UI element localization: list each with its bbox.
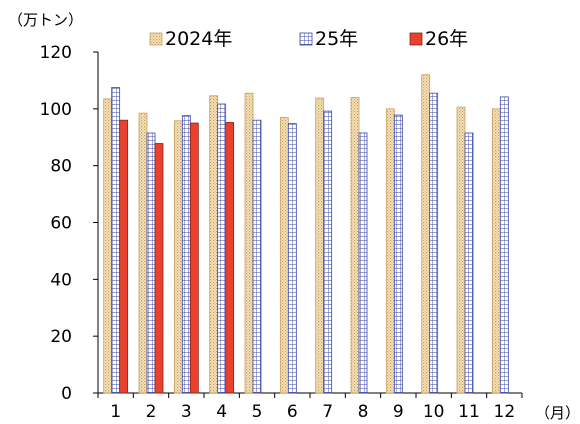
legend-swatch	[299, 32, 313, 46]
bar	[315, 97, 325, 394]
x-unit-label: （月）	[535, 404, 580, 422]
x-tick-label: 2	[146, 402, 157, 422]
legend-label: 26年	[425, 28, 468, 50]
bar	[421, 74, 431, 394]
x-tick-label: 10	[423, 402, 445, 422]
bar	[456, 106, 466, 394]
bar	[287, 123, 297, 394]
legend-label: 25年	[315, 28, 358, 50]
bar	[103, 98, 113, 394]
x-axis: 1 2 3 4 5 6 7 8 9 10 11 12	[97, 392, 523, 422]
bar	[225, 122, 235, 394]
y-axis: 0 20 40 60 80 100 120	[40, 43, 99, 404]
legend-label: 2024年	[165, 28, 232, 50]
x-tick-label: 12	[494, 402, 516, 422]
bar	[189, 122, 199, 394]
bar	[209, 95, 219, 394]
bar	[217, 103, 227, 394]
y-tick-label: 20	[50, 327, 72, 347]
x-tick-label: 11	[458, 402, 480, 422]
bar	[358, 132, 368, 394]
bar	[181, 115, 191, 394]
bar	[499, 96, 509, 394]
bar	[323, 110, 333, 394]
x-tick-label: 5	[252, 402, 263, 422]
y-tick-label: 60	[50, 214, 72, 234]
bars	[103, 74, 509, 394]
y-tick-label: 40	[50, 270, 72, 290]
bar	[252, 119, 262, 394]
bar	[146, 132, 156, 394]
legend: 2024年 25年 26年	[149, 28, 468, 50]
bar	[491, 108, 501, 394]
y-tick-label: 100	[40, 100, 72, 120]
bar	[244, 92, 254, 394]
y-unit-label: （万トン）	[8, 11, 83, 29]
x-tick-label: 4	[216, 402, 227, 422]
x-tick-label: 6	[287, 402, 298, 422]
bar	[154, 143, 164, 394]
y-tick-label: 80	[50, 157, 72, 177]
bar	[173, 120, 183, 394]
bar	[111, 87, 121, 394]
legend-swatch	[149, 32, 163, 46]
x-tick-label: 8	[358, 402, 369, 422]
bar	[279, 116, 289, 394]
x-tick-label: 1	[110, 402, 121, 422]
bar	[350, 97, 360, 394]
bar	[119, 119, 129, 394]
y-tick-label: 0	[61, 384, 72, 404]
x-tick-label: 9	[393, 402, 404, 422]
bar	[393, 114, 403, 394]
y-tick-label: 120	[40, 43, 72, 63]
bar	[138, 112, 148, 394]
x-tick-label: 3	[181, 402, 192, 422]
bar	[429, 92, 439, 394]
x-tick-label: 7	[322, 402, 333, 422]
legend-swatch	[409, 32, 423, 46]
bar	[385, 108, 395, 394]
bar	[464, 132, 474, 394]
